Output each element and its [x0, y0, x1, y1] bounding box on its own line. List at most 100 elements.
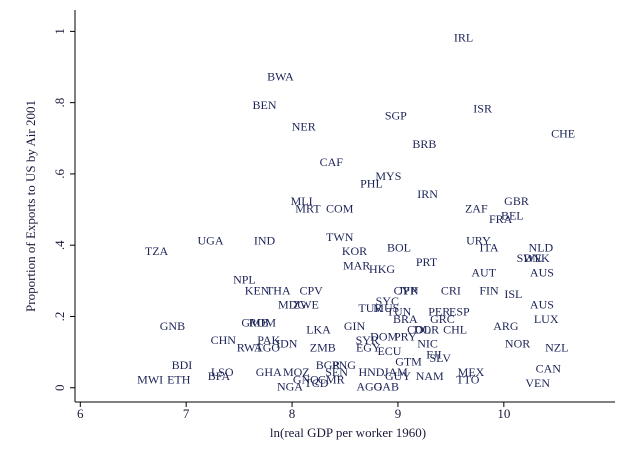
point-label: UGA: [198, 233, 224, 247]
point-label: DOR: [414, 322, 439, 336]
point-label: GAB: [374, 379, 399, 393]
x-tick-label: 6: [77, 406, 84, 421]
point-label: LKA: [306, 322, 331, 336]
y-tick-label: 1: [52, 28, 67, 35]
y-tick-label: .2: [52, 312, 67, 322]
point-label: FJI: [426, 347, 441, 361]
point-label: BGR: [316, 358, 341, 372]
point-label: MYS: [375, 169, 401, 183]
point-label: MLI: [291, 194, 313, 208]
point-label: KOR: [342, 244, 367, 258]
point-label: PAK: [257, 333, 280, 347]
point-label: PRT: [416, 255, 438, 269]
point-label: TZA: [145, 244, 169, 258]
point-label: GRC: [430, 312, 455, 326]
y-axis-title: Proportion of Exports to US by Air 2001: [23, 100, 38, 312]
point-label: NZL: [545, 340, 568, 354]
point-label: BEN: [253, 98, 277, 112]
point-label: NOR: [505, 337, 530, 351]
point-label: COL: [407, 322, 431, 336]
point-label: TGO: [255, 340, 280, 354]
point-label: GUY: [385, 369, 411, 383]
point-label: HKG: [369, 262, 395, 276]
point-label: SYR: [356, 333, 379, 347]
point-label: VEN: [525, 376, 550, 390]
point-label: CMR: [318, 372, 345, 386]
point-label: GHA: [256, 365, 282, 379]
point-label: ZWE: [293, 298, 319, 312]
point-label: ESP: [449, 305, 470, 319]
y-tick-label: .6: [52, 169, 67, 179]
point-label: IND: [254, 233, 276, 247]
point-label: SLV: [430, 351, 452, 365]
point-label: CAF: [320, 155, 344, 169]
point-label: JPN: [399, 283, 419, 297]
point-label: BOL: [387, 241, 411, 255]
point-label: CHN: [211, 333, 237, 347]
point-label: CYP: [394, 283, 418, 297]
point-label: GBR: [504, 194, 529, 208]
point-label: GTM: [395, 355, 422, 369]
point-label: KEN: [245, 283, 270, 297]
x-axis-title: ln(real GDP per worker 1960): [270, 425, 426, 440]
point-label: GIN: [344, 319, 366, 333]
point-label: ARG: [493, 319, 519, 333]
point-label: JAM: [384, 365, 408, 379]
point-label: CPV: [299, 283, 323, 297]
point-label: LUX: [534, 312, 559, 326]
x-tick-label: 10: [497, 406, 510, 421]
point-label: BRA: [393, 312, 418, 326]
x-tick-label: 7: [183, 406, 190, 421]
point-label: RWA: [237, 340, 263, 354]
point-label: SGP: [385, 109, 407, 123]
point-label: BWA: [267, 69, 294, 83]
point-label: FIN: [479, 283, 499, 297]
point-label: COM: [326, 201, 354, 215]
point-label: CHL: [443, 322, 467, 336]
point-label: ISR: [473, 102, 492, 116]
point-label: ETH: [167, 372, 191, 386]
point-label: PHL: [360, 176, 383, 190]
point-label: MRT: [295, 201, 321, 215]
point-label: MEX: [458, 365, 485, 379]
point-label: MUS: [373, 301, 399, 315]
point-label: PNG: [332, 358, 356, 372]
y-tick-label: 0: [52, 384, 67, 391]
point-label: GMB: [241, 315, 268, 329]
point-label: CAN: [536, 362, 562, 376]
point-label: TUR: [358, 301, 382, 315]
point-label: CHE: [551, 126, 575, 140]
point-label: ZAF: [465, 201, 488, 215]
point-label: ECU: [377, 344, 401, 358]
x-tick-label: 8: [289, 406, 296, 421]
point-label: HND: [358, 365, 384, 379]
point-label: NPL: [233, 273, 256, 287]
point-label: URY: [466, 233, 491, 247]
point-label: IRL: [454, 30, 473, 44]
point-label: NIC: [417, 337, 438, 351]
x-tick-label: 9: [395, 406, 402, 421]
point-label: IDN: [276, 337, 298, 351]
point-label: AUT: [471, 265, 496, 279]
point-label: TWN: [326, 230, 354, 244]
point-label: PER: [428, 305, 450, 319]
point-label: PRY: [394, 330, 417, 344]
point-label: IRN: [417, 187, 438, 201]
point-label: AGO: [356, 379, 382, 393]
point-label: ITA: [479, 241, 498, 255]
point-label: SEN: [325, 365, 348, 379]
point-label: NAM: [416, 369, 444, 383]
y-tick-label: .8: [52, 98, 67, 108]
point-label: FRA: [489, 212, 513, 226]
point-label: THA: [266, 283, 291, 297]
point-label: GNB: [160, 319, 185, 333]
point-label: NLD: [529, 241, 554, 255]
point-label: EGY: [356, 340, 381, 354]
point-label: TCD: [304, 376, 328, 390]
point-label: ISL: [504, 287, 522, 301]
point-label: LSO: [211, 365, 234, 379]
point-label: NER: [292, 119, 316, 133]
point-label: TTO: [456, 372, 479, 386]
point-label: BEL: [501, 208, 524, 222]
